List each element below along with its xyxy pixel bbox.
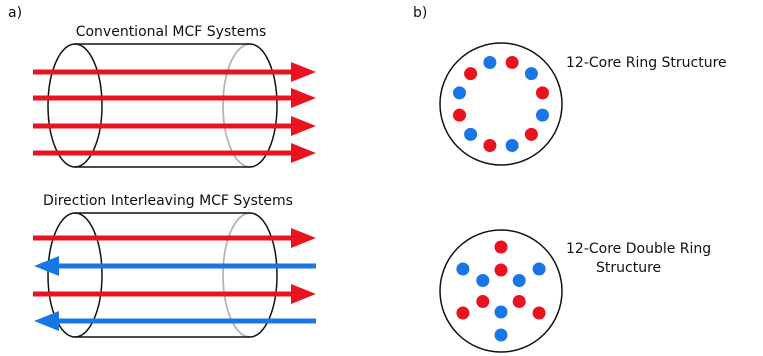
inner-core-0: [476, 274, 490, 287]
ring-core-8: [453, 108, 466, 122]
outer-core-4: [456, 306, 470, 320]
ring-fiber-cross-section: [439, 42, 563, 166]
outer-core-0: [494, 240, 508, 254]
ring-structure-label: 12-Core Ring Structure: [566, 55, 727, 71]
interleaved-fiber-back-edge: [249, 212, 278, 338]
interleaved-fiber: [47, 212, 278, 338]
ring-core-2: [536, 86, 549, 100]
interleaved-arrow-1-head: [34, 256, 59, 276]
ring-cores: [453, 56, 549, 152]
interleaved-arrow-3-head: [34, 311, 59, 331]
outer-core-3: [494, 328, 508, 342]
conventional-arrow-3-head: [291, 143, 316, 163]
ring-core-7: [464, 127, 478, 141]
conventional-fiber-back-edge: [249, 43, 278, 168]
outer-core-1: [532, 262, 546, 276]
inner-core-5: [476, 295, 490, 308]
outer-core-2: [532, 306, 546, 320]
ring-core-9: [453, 86, 466, 100]
ring-core-1: [524, 67, 538, 81]
interleaved-fiber-front-end: [47, 212, 103, 338]
inner-core-2: [512, 274, 526, 287]
interleaved-arrow-2-head: [291, 284, 316, 304]
inner-core-1: [494, 263, 508, 277]
outer-core-5: [456, 262, 470, 276]
inner-core-3: [512, 295, 526, 308]
ring-core-3: [536, 108, 549, 122]
panel-a-label: a): [8, 5, 22, 21]
conventional-arrow-0-head: [291, 62, 316, 82]
conventional-arrow-1-head: [291, 88, 316, 108]
conventional-arrow-2-head: [291, 116, 316, 136]
conventional-title: Conventional MCF Systems: [76, 24, 267, 40]
ring-core-4: [524, 127, 538, 141]
interleaved-arrows: [33, 228, 316, 331]
double-ring-fiber-cross-section: [439, 229, 563, 353]
ring-core-0: [505, 56, 519, 69]
conventional-fiber-back-edge-hidden: [222, 43, 251, 168]
panel-b-label: b): [413, 5, 427, 21]
conventional-arrows: [33, 62, 316, 163]
double-ring-cores: [456, 240, 546, 342]
conventional-fiber: [47, 43, 278, 168]
ring-core-6: [483, 139, 497, 152]
ring-core-11: [483, 56, 497, 69]
inner-core-4: [494, 305, 508, 319]
interleaved-title: Direction Interleaving MCF Systems: [43, 193, 293, 209]
ring-core-5: [505, 139, 519, 152]
interleaved-arrow-0-head: [291, 228, 316, 248]
ring-core-10: [464, 67, 478, 81]
conventional-fiber-front-end: [47, 43, 103, 168]
double-ring-label-line1: 12-Core Double Ring: [566, 241, 711, 257]
double-ring-label-line2: Structure: [596, 260, 661, 276]
interleaved-fiber-back-edge-hidden: [222, 212, 251, 338]
